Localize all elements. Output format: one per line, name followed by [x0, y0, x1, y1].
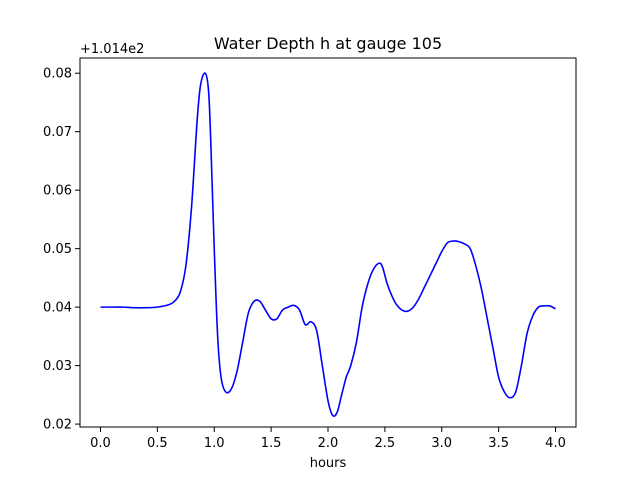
x-tick-label: 2.0: [318, 436, 339, 451]
y-tick-label: 0.08: [43, 67, 72, 82]
y-tick-label: 0.02: [43, 418, 72, 433]
y-offset-label: +1.014e2: [80, 42, 144, 57]
x-axis: 0.0 0.5 1.0 1.5 2.0 2.5 3.0 3.5 4.0: [90, 427, 566, 451]
x-tick-label: 2.5: [375, 436, 396, 451]
y-axis: 0.02 0.03 0.04 0.05 0.06 0.07 0.08: [43, 67, 80, 433]
x-tick-label: 4.0: [545, 436, 566, 451]
x-tick-label: 3.0: [431, 436, 452, 451]
y-tick-label: 0.06: [43, 184, 72, 199]
series-line: [100, 72, 556, 417]
x-axis-label: hours: [310, 456, 347, 471]
chart-title: Water Depth h at gauge 105: [214, 34, 442, 53]
x-tick-label: 1.5: [261, 436, 282, 451]
x-tick-label: 3.5: [488, 436, 509, 451]
x-tick-label: 1.0: [204, 436, 225, 451]
x-tick-label: 0.5: [147, 436, 168, 451]
y-tick-label: 0.05: [43, 242, 72, 257]
plot-frame: [79, 57, 577, 428]
y-tick-label: 0.03: [43, 359, 72, 374]
plot-area: [79, 57, 577, 428]
y-tick-label: 0.07: [43, 125, 72, 140]
x-tick-label: 0.0: [90, 436, 111, 451]
y-tick-label: 0.04: [43, 301, 72, 316]
